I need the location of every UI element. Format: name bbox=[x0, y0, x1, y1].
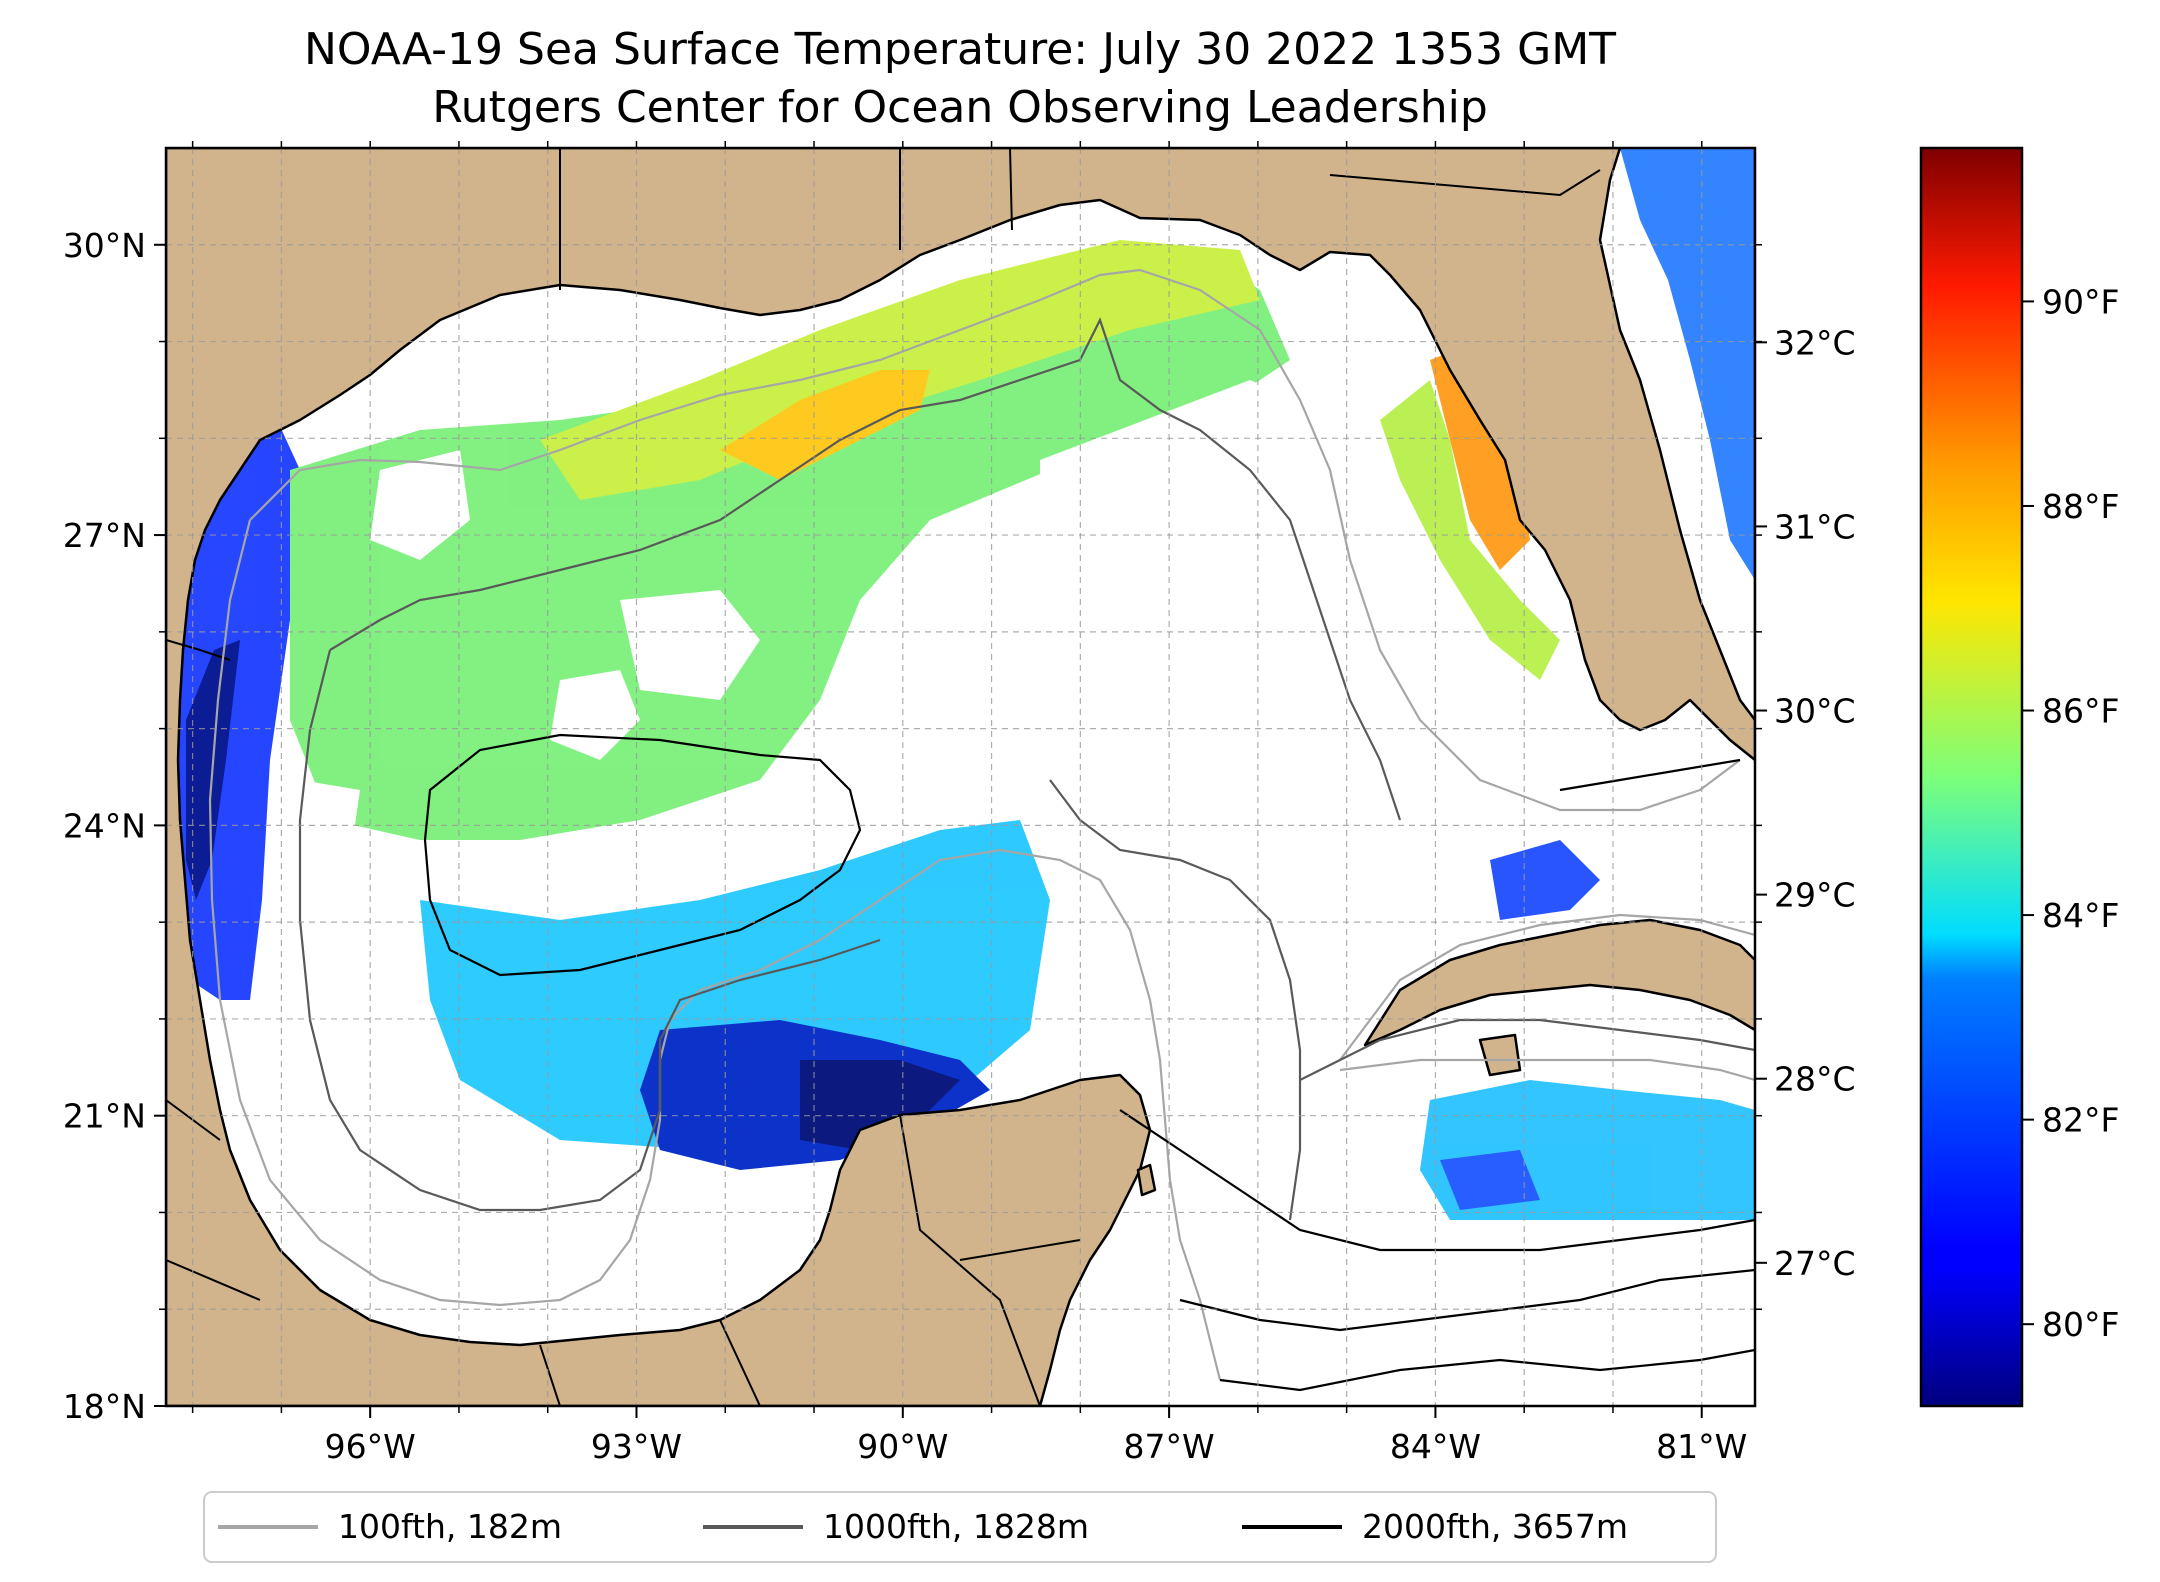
contour-2000fth-yucatan bbox=[1119, 1109, 1755, 1252]
celsius-tick-label: 30°C bbox=[1774, 692, 1856, 731]
land-us-gulf-coast bbox=[166, 148, 1755, 1406]
land-cuba bbox=[1363, 918, 1755, 1047]
land-isle-of-youth bbox=[1478, 1033, 1522, 1077]
lon-tick-label: 84°W bbox=[1390, 1427, 1481, 1466]
sst-caribbean-patch-blue bbox=[1440, 1150, 1540, 1210]
lon-tick-label: 93°W bbox=[591, 1427, 682, 1466]
sst-campeche-darkest bbox=[800, 1060, 960, 1150]
contour-legend: 100fth, 182m 1000fth, 1828m 2000fth, 365… bbox=[203, 1491, 1717, 1563]
celsius-tick-label: 31°C bbox=[1774, 507, 1856, 546]
celsius-tick-label: 29°C bbox=[1774, 876, 1856, 915]
longitude-axis: 96°W 93°W 90°W 87°W 84°W 81°W bbox=[191, 141, 1747, 1466]
celsius-tick-label: 28°C bbox=[1774, 1060, 1856, 1099]
border-yucatan bbox=[899, 1114, 1081, 1406]
colorbar-tick-label: 80°F bbox=[2042, 1305, 2119, 1344]
colorbar-tick-label: 90°F bbox=[2042, 282, 2119, 321]
cloud-gap-3 bbox=[300, 780, 360, 860]
contour-1000fth-west bbox=[298, 649, 881, 1212]
lat-tick-label: 18°N bbox=[63, 1387, 146, 1426]
contour-100fth-gulf bbox=[249, 268, 1741, 812]
colorbar-ticks: 80°F 82°F 84°F 86°F 88°F 90°F bbox=[2022, 282, 2119, 1344]
lat-tick-label: 24°N bbox=[63, 806, 146, 845]
border-florida-georgia bbox=[1329, 169, 1601, 197]
contour-2000fth-straits bbox=[1559, 758, 1741, 792]
map-title-line1: NOAA-19 Sea Surface Temperature: July 30… bbox=[304, 24, 1616, 75]
bathymetry-1000fth bbox=[298, 317, 1755, 1221]
colorbar-tick-label: 82°F bbox=[2042, 1101, 2119, 1140]
sst-florida-shelf-fringe bbox=[1380, 380, 1560, 680]
legend-label-2000fth: 2000fth, 3657m bbox=[1362, 1507, 1628, 1546]
lat-tick-label: 27°N bbox=[63, 516, 146, 555]
cloud-gap-4 bbox=[860, 610, 960, 710]
cloud-gap-5 bbox=[1040, 380, 1380, 700]
legend-label-1000fth: 1000fth, 1828m bbox=[823, 1507, 1089, 1546]
contour-100fth-campeche bbox=[759, 848, 1222, 1381]
sst-atlantic-coastal-band bbox=[1620, 148, 1755, 580]
lon-tick-label: 81°W bbox=[1656, 1427, 1747, 1466]
bathymetry-2000fth bbox=[423, 733, 1755, 1392]
cloud-gap-2 bbox=[620, 590, 760, 700]
border-us-mexico bbox=[166, 639, 231, 661]
colorbar-tick-label: 86°F bbox=[2042, 692, 2119, 731]
sst-louisiana-warm-core bbox=[720, 370, 930, 480]
colorbar-tick-label: 88°F bbox=[2042, 487, 2119, 526]
celsius-axis: 27°C 28°C 29°C 30°C 31°C 32°C bbox=[1755, 323, 1856, 1283]
legend-label-100fth: 100fth, 182m bbox=[338, 1507, 562, 1546]
lat-tick-label: 21°N bbox=[63, 1097, 146, 1136]
lat-tick-label: 30°N bbox=[63, 226, 146, 265]
colorbar-tick-label: 84°F bbox=[2042, 896, 2119, 935]
lon-tick-label: 90°W bbox=[857, 1427, 948, 1466]
sst-central-swath bbox=[290, 250, 1290, 840]
border-us-states bbox=[559, 148, 1013, 290]
latitude-axis: 18°N 21°N 24°N 27°N 30°N bbox=[63, 226, 1762, 1426]
celsius-tick-label: 27°C bbox=[1774, 1244, 1856, 1283]
map-title-line2: Rutgers Center for Ocean Observing Leade… bbox=[432, 82, 1488, 133]
map-panel bbox=[166, 148, 1755, 1406]
lon-tick-label: 87°W bbox=[1124, 1427, 1215, 1466]
cloud-gap-1 bbox=[370, 450, 470, 560]
celsius-tick-label: 32°C bbox=[1774, 323, 1856, 362]
map-gridlines bbox=[166, 148, 1755, 1406]
legend-box bbox=[203, 1491, 1717, 1563]
map-frame bbox=[164, 146, 1757, 1408]
land-cozumel bbox=[1136, 1163, 1157, 1197]
contour-2000fth-cayman bbox=[1179, 1268, 1755, 1392]
land-masses bbox=[166, 148, 1755, 1406]
temperature-colorbar bbox=[1919, 146, 2024, 1408]
contour-1000fth-east bbox=[1049, 779, 1755, 1221]
contour-100fth-cuba bbox=[1339, 913, 1755, 1082]
sst-western-cuba-patch bbox=[1490, 840, 1600, 920]
contour-2000fth-sigsbee bbox=[423, 733, 862, 977]
contour-1000fth-gulf bbox=[329, 317, 1402, 821]
lon-tick-label: 96°W bbox=[325, 1427, 416, 1466]
